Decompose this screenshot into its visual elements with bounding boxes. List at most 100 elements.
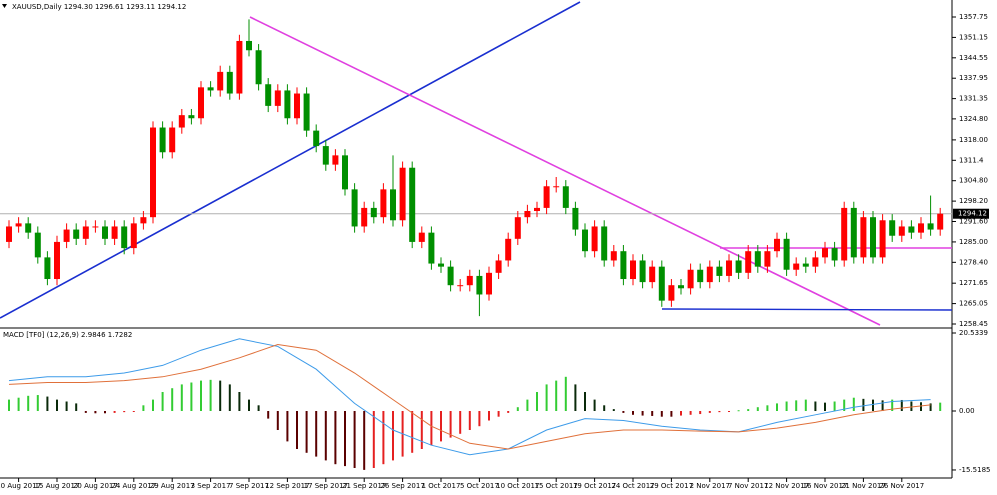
macd-line <box>8 338 931 456</box>
candle-body <box>294 93 300 119</box>
histogram-bar <box>219 380 222 412</box>
histogram-bar <box>209 379 212 412</box>
candle-body <box>150 127 156 218</box>
candle-body <box>562 186 569 208</box>
histogram-bar <box>516 407 519 412</box>
histogram-bar <box>507 411 510 413</box>
candle-body <box>630 260 636 280</box>
histogram-bar <box>814 401 817 412</box>
y-tick-label: 1265.05 <box>959 300 988 308</box>
histogram-bar <box>8 399 10 412</box>
histogram-bar <box>113 411 116 413</box>
candle-body <box>178 115 185 128</box>
candle-body <box>322 146 329 165</box>
x-tick-label: 21 Sep 2017 <box>342 482 386 490</box>
histogram-bar <box>190 382 193 412</box>
histogram-bar <box>123 411 126 413</box>
y-tick-label: 1298.20 <box>959 197 988 205</box>
macd-line <box>8 344 931 450</box>
candle-body <box>82 226 89 239</box>
x-tick-label: 29 Oct 2017 <box>650 482 693 490</box>
candle-body <box>764 251 771 267</box>
candle-body <box>850 207 857 258</box>
histogram-bar <box>344 411 346 467</box>
candle-body <box>918 223 924 233</box>
histogram-bar <box>276 411 279 431</box>
histogram-bar <box>881 400 884 412</box>
histogram-bar <box>612 409 615 412</box>
y-tick-label: 1351.15 <box>959 33 988 41</box>
x-tick-label: 10 Aug 2017 <box>0 482 41 490</box>
candle-body <box>274 90 281 106</box>
x-tick-label: 2 Nov 2017 <box>690 482 730 490</box>
candle-body <box>207 87 214 91</box>
histogram-bar <box>776 403 778 412</box>
y-tick-label: 1304.80 <box>959 177 988 185</box>
candle-body <box>870 217 876 258</box>
histogram-bar <box>363 411 366 470</box>
histogram-bar <box>238 392 241 412</box>
candle-body <box>706 266 713 283</box>
x-tick-label: 26 Sep 2017 <box>380 482 424 490</box>
candle-body <box>466 275 473 286</box>
histogram-bar <box>104 411 106 414</box>
histogram-bar <box>939 402 942 412</box>
histogram-bar <box>718 411 721 413</box>
candle-body <box>6 226 12 242</box>
last-price-box <box>953 208 989 219</box>
candle-body <box>409 167 416 242</box>
histogram-bar <box>900 399 903 412</box>
histogram-bar <box>334 411 337 465</box>
histogram-bar <box>929 403 932 412</box>
histogram-bar <box>36 395 39 412</box>
candle-body <box>92 226 99 228</box>
candle-body <box>265 84 272 106</box>
candle-body <box>534 207 540 212</box>
histogram-bar <box>766 405 769 412</box>
candle-body <box>351 189 358 227</box>
candle-body <box>582 229 588 252</box>
candle-body <box>639 260 646 283</box>
histogram-bar <box>545 384 548 412</box>
candle-body <box>831 248 838 261</box>
support-line <box>661 308 953 311</box>
candle-body <box>73 229 80 239</box>
x-tick-label: 29 Aug 2017 <box>150 482 195 490</box>
candle-body <box>313 130 320 147</box>
histogram-bar <box>632 411 634 415</box>
x-tick-label: 12 Nov 2017 <box>764 482 809 490</box>
histogram-bar <box>891 399 894 412</box>
histogram-bar <box>564 376 567 412</box>
candle-body <box>198 87 204 119</box>
histogram-bar <box>324 411 327 461</box>
x-tick-label: 15 Oct 2017 <box>535 482 578 490</box>
trend-line <box>249 16 881 326</box>
candle-body <box>505 238 512 261</box>
histogram-bar <box>392 411 394 461</box>
y-tick-label: 1278.40 <box>959 258 988 266</box>
candle-body <box>783 238 790 270</box>
histogram-bar <box>161 392 164 412</box>
candle-body <box>102 226 108 239</box>
histogram-bar <box>699 411 702 415</box>
candle-body <box>745 251 752 273</box>
histogram-bar <box>75 403 78 412</box>
candle-body <box>54 241 60 280</box>
histogram-bar <box>728 411 730 413</box>
menu-arrow <box>2 4 7 8</box>
x-tick-label: 17 Sep 2017 <box>304 482 348 490</box>
histogram-bar <box>660 411 663 417</box>
histogram-bar <box>152 399 154 412</box>
candle-body <box>457 285 464 287</box>
candle-body <box>188 115 195 119</box>
y-tick-label: 20.5339 <box>959 329 988 337</box>
histogram-bar <box>200 380 202 412</box>
histogram-bar <box>65 401 68 412</box>
histogram-bar <box>17 397 20 412</box>
candle-body <box>236 40 243 94</box>
histogram-bar <box>737 410 740 412</box>
candle-body <box>130 223 137 249</box>
candle-body <box>889 220 896 236</box>
histogram-bar <box>622 411 625 413</box>
candle-body <box>898 226 905 236</box>
